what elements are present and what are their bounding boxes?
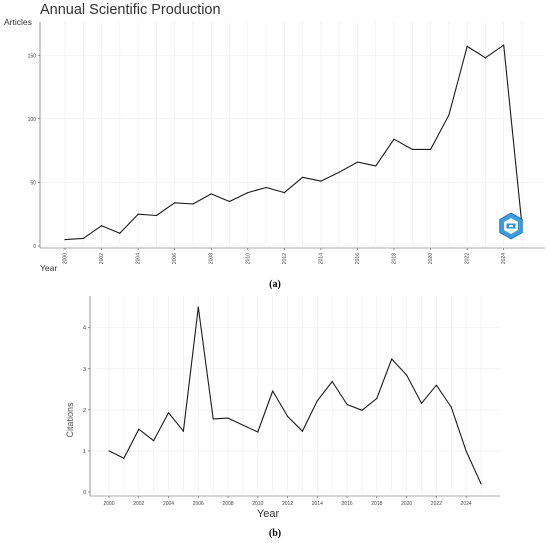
x-tick-label: 2008 bbox=[222, 501, 233, 507]
data-point bbox=[411, 148, 413, 150]
chart-b-xlabel: Year bbox=[257, 508, 280, 520]
data-point bbox=[406, 374, 408, 376]
data-point bbox=[137, 213, 139, 215]
x-tick-label: 2024 bbox=[461, 501, 472, 507]
x-tick-label: 2002 bbox=[99, 253, 105, 264]
x-tick-label: 2000 bbox=[63, 253, 69, 264]
data-point bbox=[484, 57, 487, 59]
x-tick-label: 2022 bbox=[465, 253, 471, 264]
data-point bbox=[448, 114, 450, 116]
x-tick-label: 2016 bbox=[342, 501, 353, 507]
data-point bbox=[272, 390, 274, 392]
data-point bbox=[376, 397, 378, 399]
chart-a-plot: 0 50 100 150 2000 2002 2004 2006 2008 2010 2012 201… bbox=[28, 22, 545, 264]
x-tick-label: 2006 bbox=[172, 253, 178, 264]
data-point bbox=[247, 191, 249, 194]
data-point bbox=[242, 424, 244, 426]
x-tick-label: 2024 bbox=[501, 253, 507, 264]
y-tick-label: 2 bbox=[83, 408, 86, 414]
data-point bbox=[375, 165, 377, 167]
y-tick-label: 1 bbox=[83, 449, 86, 455]
data-point bbox=[302, 176, 304, 178]
x-tick-label: 2008 bbox=[209, 253, 215, 264]
data-point bbox=[64, 239, 66, 241]
chart-a-ylabel: Articles bbox=[4, 17, 32, 27]
data-point bbox=[138, 428, 140, 430]
data-point bbox=[228, 200, 231, 203]
data-point bbox=[316, 400, 318, 402]
series-line bbox=[108, 306, 482, 485]
data-point bbox=[503, 44, 505, 46]
x-tick-label: 2020 bbox=[428, 253, 434, 264]
data-point bbox=[167, 412, 170, 414]
data-point bbox=[155, 214, 157, 217]
data-point bbox=[465, 450, 467, 452]
series-line bbox=[64, 44, 523, 241]
data-point bbox=[320, 180, 322, 182]
data-point bbox=[301, 430, 304, 432]
data-point bbox=[480, 483, 482, 485]
data-point bbox=[100, 225, 103, 227]
x-tick-label: 2004 bbox=[136, 253, 142, 264]
data-point bbox=[227, 417, 229, 419]
x-tick-label: 2018 bbox=[371, 501, 382, 507]
data-point bbox=[338, 171, 340, 173]
data-point bbox=[283, 191, 285, 194]
x-tick-label: 2000 bbox=[103, 501, 114, 507]
caption-a: (a) bbox=[269, 279, 281, 290]
data-point bbox=[361, 409, 363, 411]
x-tick-label: 2004 bbox=[163, 501, 174, 507]
hexagon-logo-icon bbox=[499, 212, 523, 240]
data-point bbox=[257, 431, 259, 433]
x-tick-label: 2010 bbox=[245, 253, 251, 264]
data-point bbox=[82, 237, 84, 239]
data-point bbox=[210, 193, 212, 195]
data-point bbox=[393, 138, 395, 140]
data-point bbox=[265, 186, 267, 189]
y-tick-label: 0 bbox=[33, 244, 36, 250]
data-point bbox=[391, 358, 393, 360]
x-tick-label: 2022 bbox=[431, 501, 442, 507]
x-tick-label: 2016 bbox=[355, 253, 361, 264]
data-point bbox=[182, 430, 184, 432]
x-tick-label: 2020 bbox=[401, 501, 412, 507]
data-point bbox=[192, 203, 194, 205]
data-point bbox=[286, 415, 289, 418]
x-tick-label: 2012 bbox=[282, 501, 293, 507]
y-tick-label: 100 bbox=[28, 117, 37, 123]
x-tick-label: 2002 bbox=[133, 501, 144, 507]
data-point bbox=[466, 45, 468, 47]
data-point bbox=[420, 402, 423, 404]
y-tick-label: 150 bbox=[28, 53, 37, 59]
chart-a-xlabel: Year bbox=[40, 263, 57, 273]
chart-b-plot: 0 1 2 3 4 2000 2002 2004 2006 2008 2010 2012 2014 201… bbox=[83, 296, 500, 507]
data-point bbox=[108, 450, 110, 452]
data-point bbox=[197, 306, 199, 308]
data-point bbox=[356, 161, 359, 163]
data-point bbox=[450, 406, 452, 408]
x-tick-label: 2014 bbox=[312, 501, 323, 507]
x-tick-label: 2010 bbox=[252, 501, 263, 507]
data-point bbox=[435, 384, 437, 386]
chart-a-title: Annual Scientific Production bbox=[40, 2, 221, 18]
x-tick-label: 2014 bbox=[318, 253, 324, 264]
data-point bbox=[346, 403, 348, 406]
data-point bbox=[174, 202, 176, 204]
data-point bbox=[153, 440, 155, 442]
y-tick-label: 0 bbox=[83, 490, 86, 496]
data-point bbox=[331, 380, 333, 383]
chart-b-ylabel: Citations bbox=[65, 402, 75, 438]
y-tick-label: 4 bbox=[83, 326, 86, 332]
caption-b: (b) bbox=[269, 528, 281, 539]
y-tick-label: 3 bbox=[83, 367, 86, 373]
data-point bbox=[430, 148, 432, 150]
data-point bbox=[123, 457, 125, 459]
x-tick-label: 2018 bbox=[392, 253, 398, 264]
x-tick-label: 2012 bbox=[282, 253, 288, 264]
y-tick-label: 50 bbox=[30, 180, 36, 186]
data-point bbox=[212, 418, 214, 420]
data-point bbox=[119, 232, 121, 234]
x-tick-label: 2006 bbox=[193, 501, 204, 507]
